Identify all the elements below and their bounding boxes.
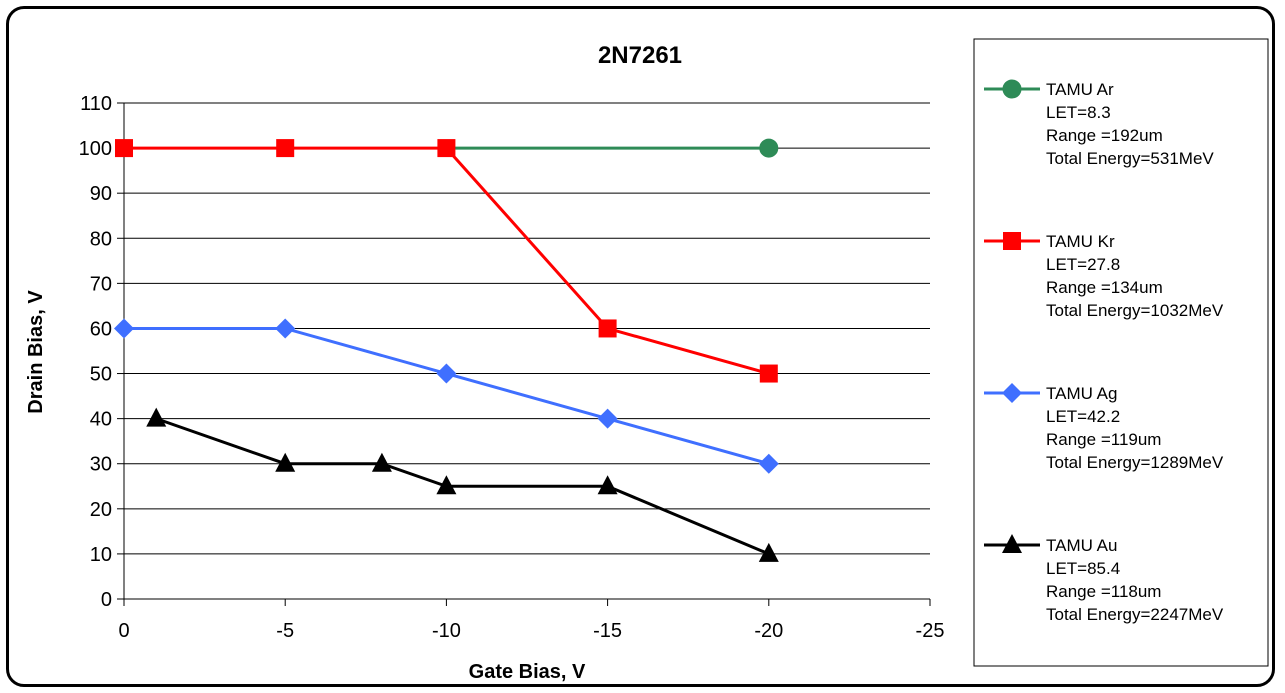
y-tick-label: 50 bbox=[90, 364, 112, 386]
series-marker-ag bbox=[275, 318, 296, 339]
series-marker-au bbox=[371, 452, 392, 472]
legend-detail-kr: Range =134um bbox=[1046, 278, 1163, 297]
legend-marker-au bbox=[1002, 534, 1022, 553]
x-tick-label: -10 bbox=[432, 620, 461, 642]
series-marker-au bbox=[275, 452, 296, 472]
series-layer bbox=[114, 138, 779, 562]
legend-marker-kr bbox=[1003, 232, 1021, 250]
series-line-kr bbox=[124, 146, 770, 375]
y-tick-label: 70 bbox=[90, 273, 112, 295]
legend-box bbox=[973, 38, 1269, 667]
series-marker-au bbox=[146, 407, 167, 427]
series-marker-au bbox=[436, 475, 457, 495]
chart-title: 2N7261 bbox=[598, 42, 682, 69]
y-tick-label: 110 bbox=[80, 93, 112, 115]
series-marker-kr bbox=[276, 139, 295, 158]
x-tick-label: -15 bbox=[593, 620, 622, 642]
legend-detail-ag: Total Energy=1289MeV bbox=[1046, 453, 1224, 472]
series-marker-au bbox=[758, 542, 779, 562]
x-axis-title: Gate Bias, V bbox=[469, 661, 586, 683]
x-tick-label: -25 bbox=[916, 620, 945, 642]
legend-detail-kr: LET=27.8 bbox=[1046, 255, 1120, 274]
legend: TAMU Ar LET=8.3 Range =192um Total Energy=5… bbox=[984, 79, 1224, 624]
series-line-au bbox=[155, 417, 770, 556]
legend-detail-au: Range =118um bbox=[1046, 582, 1161, 601]
series-marker-kr bbox=[598, 319, 617, 338]
legend-label-au: TAMU Au bbox=[1046, 536, 1117, 555]
legend-label-kr: TAMU Kr bbox=[1046, 232, 1115, 251]
legend-detail-au: Total Energy=2247MeV bbox=[1046, 605, 1224, 624]
series-line-ag bbox=[124, 326, 770, 466]
legend-label-ar: TAMU Ar bbox=[1046, 80, 1114, 99]
series-marker-au bbox=[597, 475, 618, 495]
legend-detail-au: LET=85.4 bbox=[1046, 559, 1120, 578]
y-tick-label: 10 bbox=[90, 544, 112, 566]
series-marker-kr bbox=[437, 139, 456, 158]
x-tick-label: -5 bbox=[276, 620, 294, 642]
legend-detail-ag: Range =119um bbox=[1046, 430, 1161, 449]
legend-detail-ar: Total Energy=531MeV bbox=[1046, 149, 1214, 168]
series-marker-ag bbox=[436, 363, 457, 384]
legend-marker-ag bbox=[1002, 383, 1022, 403]
legend-detail-ar: LET=8.3 bbox=[1046, 103, 1111, 122]
y-tick-label: 80 bbox=[90, 228, 112, 250]
axes-layer: 0 10 20 30 40 50 60 70 80 90 100 110 0 -5 -10 -15 -20 -25 bbox=[79, 93, 945, 642]
y-tick-label: 90 bbox=[90, 183, 112, 205]
series-marker-ag bbox=[597, 408, 618, 429]
y-tick-label: 30 bbox=[90, 454, 112, 476]
legend-detail-kr: Total Energy=1032MeV bbox=[1046, 301, 1224, 320]
y-tick-label: 60 bbox=[90, 318, 112, 340]
y-tick-label: 20 bbox=[90, 499, 112, 521]
legend-marker-ar bbox=[1002, 79, 1022, 99]
y-tick-label: 0 bbox=[101, 589, 112, 611]
x-tick-label: 0 bbox=[118, 620, 129, 642]
series-marker-kr bbox=[115, 139, 133, 158]
series-marker-ag bbox=[758, 453, 779, 474]
y-tick-label: 100 bbox=[79, 138, 112, 160]
legend-detail-ag: LET=42.2 bbox=[1046, 407, 1120, 426]
series-marker-ar bbox=[759, 138, 779, 158]
x-tick-label: -20 bbox=[754, 620, 783, 642]
y-tick-label: 40 bbox=[90, 409, 112, 431]
legend-detail-ar: Range =192um bbox=[1046, 126, 1163, 145]
legend-label-ag: TAMU Ag bbox=[1046, 384, 1117, 403]
y-axis-title: Drain Bias, V bbox=[25, 290, 47, 414]
series-marker-kr bbox=[759, 364, 778, 383]
series-marker-ag bbox=[114, 318, 134, 339]
